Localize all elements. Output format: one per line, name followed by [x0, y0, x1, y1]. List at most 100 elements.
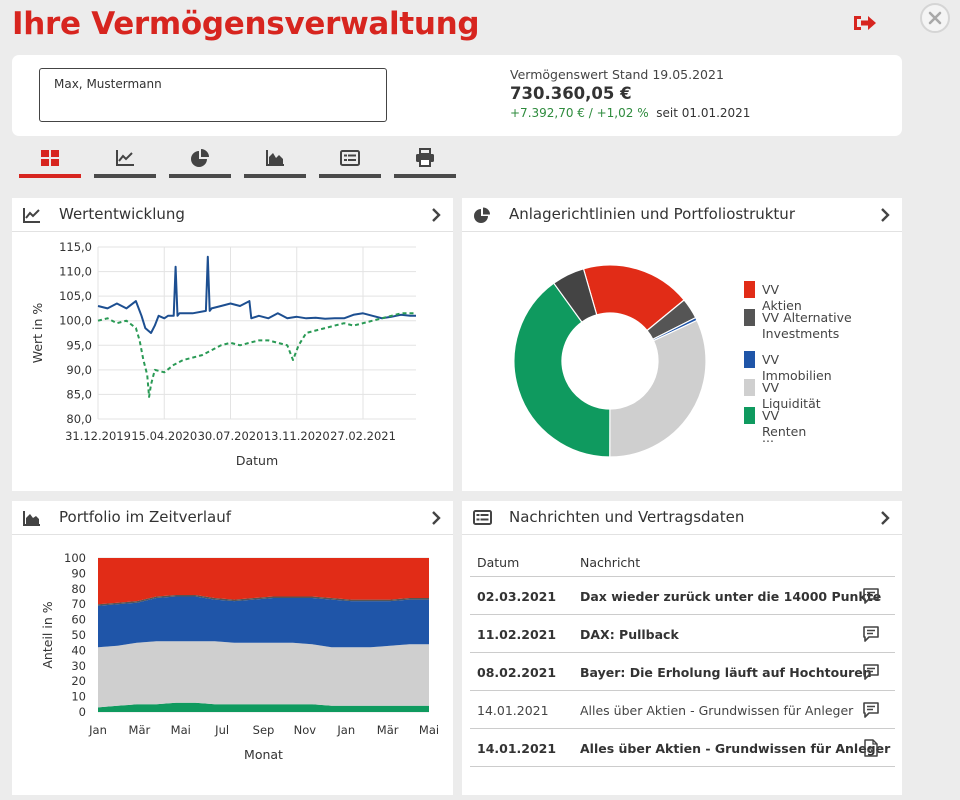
- legend-swatch: [744, 379, 755, 396]
- chevron-right-icon: [432, 208, 441, 222]
- panel-title: Wertentwicklung: [59, 205, 185, 223]
- pie-chart-icon: [191, 149, 209, 167]
- x-tick-label: Sep: [253, 723, 275, 737]
- pdf-icon[interactable]: [862, 739, 880, 760]
- area-series-4: [98, 595, 429, 606]
- donut-legend: VV Aktien VV Alternative Investments VV Im…: [744, 280, 894, 460]
- pie-chart-icon: [474, 207, 490, 223]
- message-icon[interactable]: [862, 625, 880, 646]
- y-tick-label: 105,0: [59, 289, 92, 303]
- tab-indicator: [19, 174, 81, 178]
- tab-wertentwicklung[interactable]: [94, 146, 156, 178]
- x-tick-label: Nov: [294, 723, 317, 737]
- tab-indicator: [319, 174, 381, 178]
- value-change-amount: +7.392,70 € / +1,02 %: [510, 106, 649, 120]
- asset-value-change: +7.392,70 € / +1,02 % seit 01.01.2021: [510, 106, 750, 120]
- x-tick-label: Jan: [88, 723, 107, 737]
- panel-header[interactable]: Nachrichten und Vertragsdaten: [462, 501, 902, 535]
- series-line-portfolio: [97, 255, 416, 334]
- printer-icon: [416, 148, 434, 167]
- x-tick-label: Mai: [419, 723, 439, 737]
- account-summary: Max, Mustermann Vermögenswert Stand 19.0…: [12, 55, 902, 136]
- y-tick-label: 100: [64, 551, 86, 565]
- area-series-2: [98, 641, 429, 708]
- chevron-right-icon: [881, 511, 890, 525]
- legend-more-label: ...: [762, 430, 774, 445]
- tab-zeitverlauf[interactable]: [244, 146, 306, 178]
- x-tick-label: Jan: [336, 723, 355, 737]
- legend-label: VV Renten: [762, 408, 807, 439]
- x-tick-label: 27.02.2021: [330, 429, 396, 443]
- y-tick-label: 0: [79, 705, 86, 719]
- customer-name-field[interactable]: Max, Mustermann: [39, 68, 387, 122]
- panel-title: Nachrichten und Vertragsdaten: [509, 508, 745, 526]
- x-tick-label: Mai: [171, 723, 191, 737]
- x-axis-label: Monat: [244, 747, 283, 762]
- tab-dashboard[interactable]: [19, 146, 81, 178]
- tab-portfoliostruktur[interactable]: [169, 146, 231, 178]
- logout-icon: [854, 16, 876, 30]
- news-row[interactable]: 14.01.2021 Alles über Aktien - Grundwisse…: [470, 691, 895, 729]
- panel-anlagerichtlinien: Anlagerichtlinien und Portfoliostruktur …: [462, 198, 902, 491]
- dashboard-grid-icon: [41, 150, 59, 166]
- series-line-benchmark: [97, 312, 416, 398]
- legend-label: VV Liquidität: [762, 380, 821, 411]
- legend-label: VV Alternative Investments: [762, 310, 852, 341]
- tab-nachrichten[interactable]: [319, 146, 381, 178]
- y-tick-label: 50: [71, 628, 86, 642]
- tab-drucken[interactable]: [394, 146, 456, 178]
- tab-indicator: [94, 174, 156, 178]
- news-table: Datum Nachricht 02.03.2021 Dax wieder zur…: [470, 543, 895, 767]
- y-axis-label: Anteil in %: [40, 601, 55, 668]
- panel-nachrichten: Nachrichten und Vertragsdaten Datum Nach…: [462, 501, 902, 795]
- news-message: Alles über Aktien - Grundwissen für Anle…: [580, 741, 891, 756]
- news-table-header: Datum Nachricht: [470, 543, 895, 577]
- column-header-date: Datum: [477, 555, 520, 570]
- area-series-5: [98, 558, 429, 605]
- panel-wertentwicklung: Wertentwicklung 115,0 110,0 105,0 100,0 95,0…: [12, 198, 453, 491]
- y-tick-label: 115,0: [59, 240, 92, 254]
- legend-label: VV Immobilien: [762, 352, 832, 383]
- news-message: Alles über Aktien - Grundwissen für Anle…: [580, 703, 854, 718]
- news-date: 11.02.2021: [477, 627, 557, 642]
- logout-button[interactable]: [852, 12, 878, 34]
- y-tick-label: 110,0: [59, 265, 92, 279]
- news-row[interactable]: 08.02.2021 Bayer: Die Erholung läuft auf …: [470, 653, 895, 691]
- x-axis-label: Datum: [236, 453, 278, 468]
- y-tick-label: 85,0: [66, 387, 92, 401]
- news-date: 14.01.2021: [477, 741, 557, 756]
- value-change-since: seit 01.01.2021: [656, 106, 751, 120]
- panel-header[interactable]: Portfolio im Zeitverlauf: [12, 501, 453, 535]
- donut-slice-6: [552, 267, 598, 323]
- x-tick-label: 13.11.2020: [264, 429, 330, 443]
- y-tick-label: 10: [71, 690, 86, 704]
- news-row[interactable]: 11.02.2021 DAX: Pullback: [470, 615, 895, 653]
- panel-title: Portfolio im Zeitverlauf: [59, 508, 231, 526]
- y-tick-label: 30: [71, 659, 86, 673]
- news-message: DAX: Pullback: [580, 627, 679, 642]
- column-header-message: Nachricht: [580, 555, 641, 570]
- asset-value-amount: 730.360,05 €: [510, 84, 632, 103]
- y-axis-label: Wert in %: [30, 303, 45, 364]
- panel-portfolio-zeitverlauf: Portfolio im Zeitverlauf 100 90 80 70 60 50 40…: [12, 501, 453, 795]
- close-button[interactable]: [920, 3, 950, 33]
- news-row[interactable]: 14.01.2021 Alles über Aktien - Grundwisse…: [470, 729, 895, 767]
- y-tick-label: 40: [71, 643, 86, 657]
- y-tick-label: 80,0: [66, 412, 92, 426]
- news-row[interactable]: 02.03.2021 Dax wieder zurück unter die 14…: [470, 577, 895, 615]
- message-icon[interactable]: [862, 587, 880, 608]
- x-tick-label: Mär: [129, 723, 151, 737]
- legend-swatch: [744, 309, 755, 326]
- panel-header[interactable]: Anlagerichtlinien und Portfoliostruktur: [462, 198, 902, 232]
- news-date: 08.02.2021: [477, 665, 557, 680]
- message-icon[interactable]: [862, 701, 880, 722]
- legend-label: VV Aktien: [762, 282, 802, 313]
- area-series-3: [98, 596, 429, 648]
- performance-line-chart: 115,0 110,0 105,0 100,0 95,0 90,0 85,0 80,0 31.1…: [30, 240, 416, 468]
- panel-header[interactable]: Wertentwicklung: [12, 198, 453, 232]
- chevron-right-icon: [432, 511, 441, 525]
- y-tick-label: 90,0: [66, 363, 92, 377]
- y-tick-label: 95,0: [66, 338, 92, 352]
- message-icon[interactable]: [862, 663, 880, 684]
